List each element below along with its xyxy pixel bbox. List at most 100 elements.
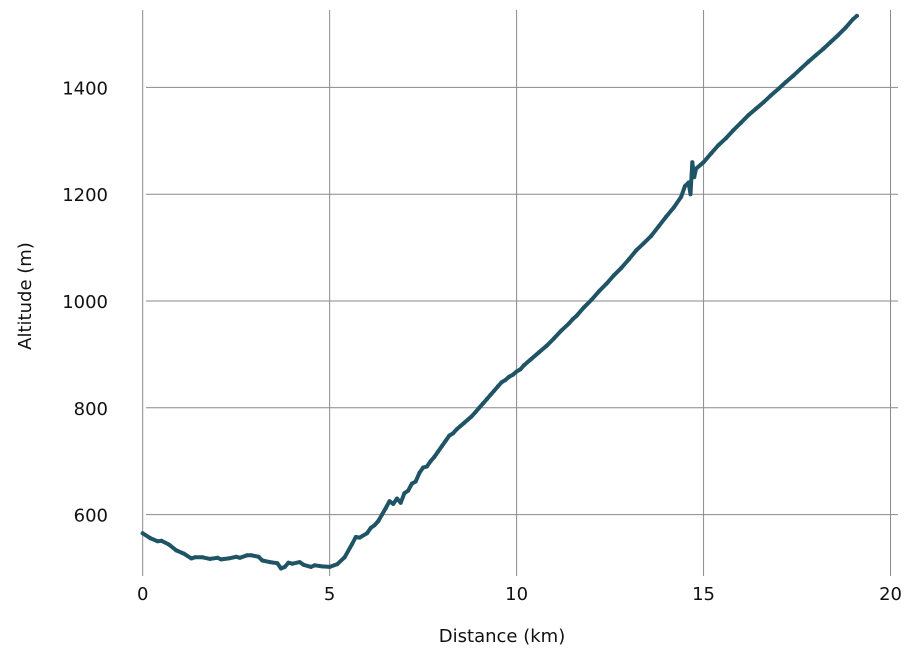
data-point: [226, 556, 231, 561]
data-point: [193, 555, 197, 560]
data-point: [297, 560, 302, 565]
data-point: [282, 564, 287, 569]
data-point: [380, 512, 384, 517]
y-tick-label: 800: [74, 399, 108, 420]
data-point: [495, 384, 500, 389]
data-point: [514, 369, 519, 374]
data-point: [806, 59, 811, 64]
data-point: [406, 488, 411, 493]
data-point: [402, 491, 407, 496]
data-point: [507, 374, 512, 379]
data-point: [783, 80, 788, 85]
data-point: [619, 265, 624, 270]
data-point: [682, 184, 687, 189]
data-point: [776, 87, 781, 91]
data-point: [395, 496, 399, 501]
data-point: [604, 281, 609, 286]
tick-labels: 0 5 10 15 20 600 800 1000 1200 1400: [62, 78, 902, 605]
data-point: [286, 560, 291, 565]
data-point: [267, 560, 272, 565]
data-point: [357, 535, 362, 540]
data-point: [458, 424, 463, 428]
data-point: [215, 555, 220, 560]
data-point: [510, 372, 515, 377]
data-point: [421, 465, 426, 470]
data-point: [398, 500, 403, 505]
data-point: [387, 499, 392, 504]
altitude-series-line: [140, 13, 859, 571]
data-point: [237, 555, 242, 560]
data-point: [686, 180, 691, 185]
data-point: [570, 317, 575, 322]
data-point: [159, 538, 164, 543]
data-point: [279, 566, 283, 571]
y-tick-label: 600: [74, 506, 108, 527]
x-tick-label: 5: [324, 584, 335, 605]
data-point: [260, 558, 265, 563]
grid: [142, 10, 898, 576]
data-point: [739, 120, 743, 125]
data-point: [301, 562, 306, 567]
data-point: [155, 539, 160, 544]
data-point: [140, 531, 145, 536]
data-point: [664, 214, 669, 219]
x-tick-label: 0: [137, 584, 148, 605]
x-tick-label: 20: [879, 584, 902, 605]
data-point: [256, 554, 261, 559]
y-tick-label: 1200: [62, 185, 108, 206]
data-point: [503, 378, 508, 382]
data-point: [851, 17, 856, 22]
data-point: [451, 431, 455, 436]
x-tick-label: 15: [692, 584, 715, 605]
x-axis-label: Distance (km): [439, 626, 565, 647]
data-point: [724, 136, 728, 141]
data-point: [462, 420, 467, 425]
data-point: [454, 427, 459, 432]
data-point: [219, 557, 224, 562]
data-point: [537, 350, 541, 355]
y-tick-label: 1400: [62, 78, 108, 99]
data-point: [447, 433, 452, 438]
data-point: [701, 160, 706, 165]
data-point: [443, 438, 448, 443]
data-point: [245, 553, 250, 558]
data-point: [581, 305, 586, 310]
data-point: [574, 314, 579, 318]
y-axis-label: Altitude (m): [15, 242, 36, 350]
data-point: [353, 535, 358, 539]
data-point: [350, 542, 355, 546]
data-point: [634, 248, 639, 253]
data-point: [641, 241, 646, 246]
data-point: [484, 397, 489, 402]
data-point: [656, 224, 661, 229]
data-point: [518, 367, 523, 372]
data-point: [499, 380, 504, 385]
data-point: [791, 73, 796, 78]
data-point: [761, 100, 766, 105]
data-point: [611, 273, 616, 278]
data-point: [529, 356, 534, 361]
data-point: [166, 542, 171, 547]
series-layer: [140, 13, 859, 571]
data-point: [372, 523, 377, 528]
data-point: [679, 194, 684, 199]
data-point: [249, 553, 254, 558]
data-point: [335, 562, 340, 567]
data-point: [473, 410, 478, 415]
data-point: [309, 564, 313, 569]
data-point: [559, 328, 564, 333]
data-point: [836, 33, 841, 38]
data-point: [671, 205, 676, 210]
data-point: [854, 13, 859, 18]
data-point: [181, 551, 186, 556]
data-point: [208, 556, 212, 561]
data-point: [768, 93, 773, 98]
data-point: [383, 506, 388, 511]
data-point: [626, 257, 631, 262]
data-point: [690, 160, 695, 165]
y-tick-label: 1000: [62, 292, 108, 313]
data-point: [174, 548, 179, 553]
data-point: [436, 449, 441, 454]
